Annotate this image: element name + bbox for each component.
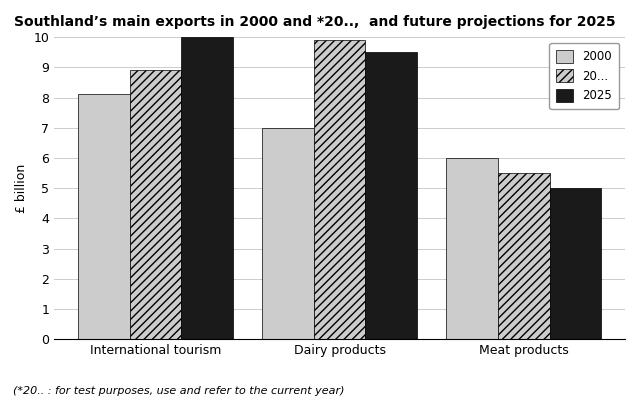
- Bar: [130, 70, 181, 339]
- Bar: [498, 173, 550, 339]
- Bar: [181, 37, 233, 339]
- Y-axis label: £ billion: £ billion: [15, 164, 28, 213]
- Bar: [550, 188, 601, 339]
- Bar: [262, 128, 314, 339]
- Text: Southland’s main exports in 2000 and *20..,  and future projections for 2025: Southland’s main exports in 2000 and *20…: [14, 15, 616, 29]
- Legend: 2000, 20..., 2025: 2000, 20..., 2025: [549, 43, 619, 109]
- Bar: [447, 158, 498, 339]
- Bar: [78, 94, 130, 339]
- Text: (*20.. : for test purposes, use and refer to the current year): (*20.. : for test purposes, use and refe…: [13, 386, 344, 396]
- Bar: [314, 40, 365, 339]
- Bar: [365, 52, 417, 339]
